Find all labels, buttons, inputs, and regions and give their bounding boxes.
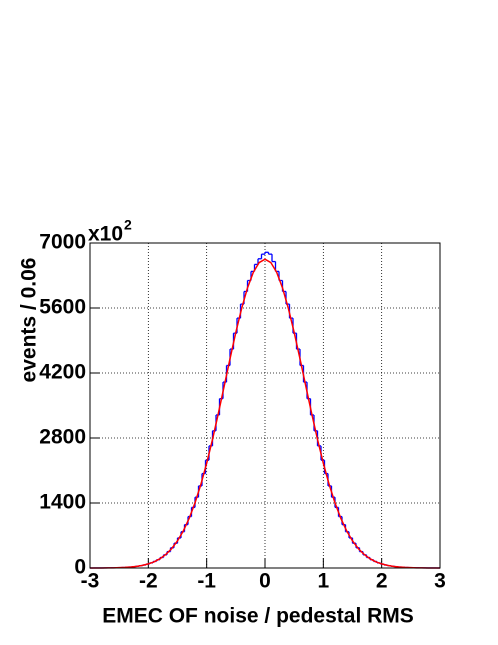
x-tick-label: 1 bbox=[317, 570, 329, 593]
x-tick-label: 3 bbox=[434, 570, 446, 593]
y-multiplier-exponent: 2 bbox=[124, 217, 132, 233]
y-tick-label: 7000 bbox=[39, 231, 86, 254]
x-tick-label: -3 bbox=[81, 570, 100, 593]
y-tick-label: 0 bbox=[74, 556, 86, 579]
y-tick-label: 5600 bbox=[39, 296, 86, 319]
y-tick-label: 2800 bbox=[39, 426, 86, 449]
x-tick-label: 0 bbox=[259, 570, 271, 593]
x-tick-label: 2 bbox=[376, 570, 388, 593]
y-axis-label: events / 0.06 bbox=[18, 258, 41, 383]
x-tick-label: -1 bbox=[197, 570, 216, 593]
plot-frame bbox=[89, 242, 441, 569]
x-axis-label: EMEC OF noise / pedestal RMS bbox=[102, 605, 414, 628]
y-tick-label: 4200 bbox=[39, 361, 86, 384]
fit-curve bbox=[89, 258, 441, 569]
y-tick-label: 1400 bbox=[39, 491, 86, 514]
x-tick-label: -2 bbox=[139, 570, 158, 593]
y-multiplier: x10 bbox=[88, 223, 123, 246]
